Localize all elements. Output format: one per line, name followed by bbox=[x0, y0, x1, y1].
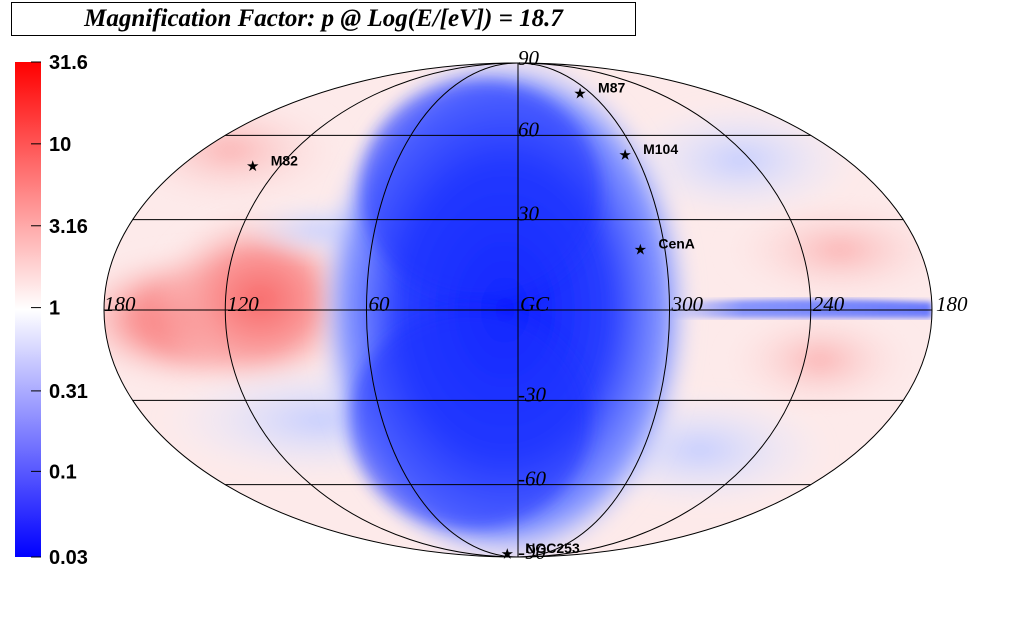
latitude-label: 30 bbox=[517, 202, 540, 226]
source-marker-icon bbox=[619, 149, 631, 160]
coordinate-grid bbox=[103, 62, 933, 558]
longitude-label: 300 bbox=[671, 292, 704, 316]
source-markers: M87 M104 M82 CenA NGC253 bbox=[247, 80, 695, 559]
source-label: M104 bbox=[643, 141, 678, 157]
colorbar-tick-label: 3.16 bbox=[49, 216, 88, 238]
longitude-label: GC bbox=[520, 292, 550, 316]
colorbar-tick-label: 10 bbox=[49, 134, 71, 156]
source-marker-icon bbox=[634, 243, 647, 255]
colorbar-tick-label: 0.1 bbox=[49, 461, 77, 483]
colorbar-gradient bbox=[15, 62, 41, 557]
source-marker-icon bbox=[247, 160, 259, 172]
source-label: M82 bbox=[271, 152, 298, 168]
source-label: M87 bbox=[598, 80, 625, 96]
latitude-label: -60 bbox=[518, 467, 546, 491]
source-marker-icon bbox=[501, 548, 513, 559]
colorbar-tick-label: 1 bbox=[49, 298, 60, 320]
source-marker-icon bbox=[574, 87, 586, 99]
longitude-label: 60 bbox=[368, 292, 390, 316]
source-label: CenA bbox=[658, 236, 695, 252]
latitude-label: 60 bbox=[518, 117, 540, 141]
longitude-label: 180 bbox=[936, 292, 968, 316]
colorbar-tick-label: 0.31 bbox=[49, 381, 88, 403]
longitude-label: 180 bbox=[104, 292, 136, 316]
latitude-label: -90 bbox=[518, 540, 546, 564]
meridian-line bbox=[224, 62, 812, 558]
latitude-labels: 90 60 30 -30 -60 -90 bbox=[517, 46, 546, 564]
longitude-labels: 180 120 60 GC 300 240 180 bbox=[104, 292, 968, 316]
colorbar-tick-label: 31.6 bbox=[49, 52, 88, 74]
source-label: NGC253 bbox=[525, 540, 580, 556]
longitude-label: 120 bbox=[227, 292, 259, 316]
colorbar: 31.6 10 3.16 1 0.31 0.1 0.03 bbox=[15, 52, 88, 569]
colorbar-tick-label: 0.03 bbox=[49, 547, 88, 569]
latitude-label: 90 bbox=[518, 46, 540, 70]
latitude-label: -30 bbox=[518, 382, 546, 406]
chart-title-box: Magnification Factor: p @ Log(E/[eV]) = … bbox=[11, 2, 636, 36]
longitude-label: 240 bbox=[813, 292, 845, 316]
chart-title: Magnification Factor: p @ Log(E/[eV]) = … bbox=[84, 5, 563, 32]
